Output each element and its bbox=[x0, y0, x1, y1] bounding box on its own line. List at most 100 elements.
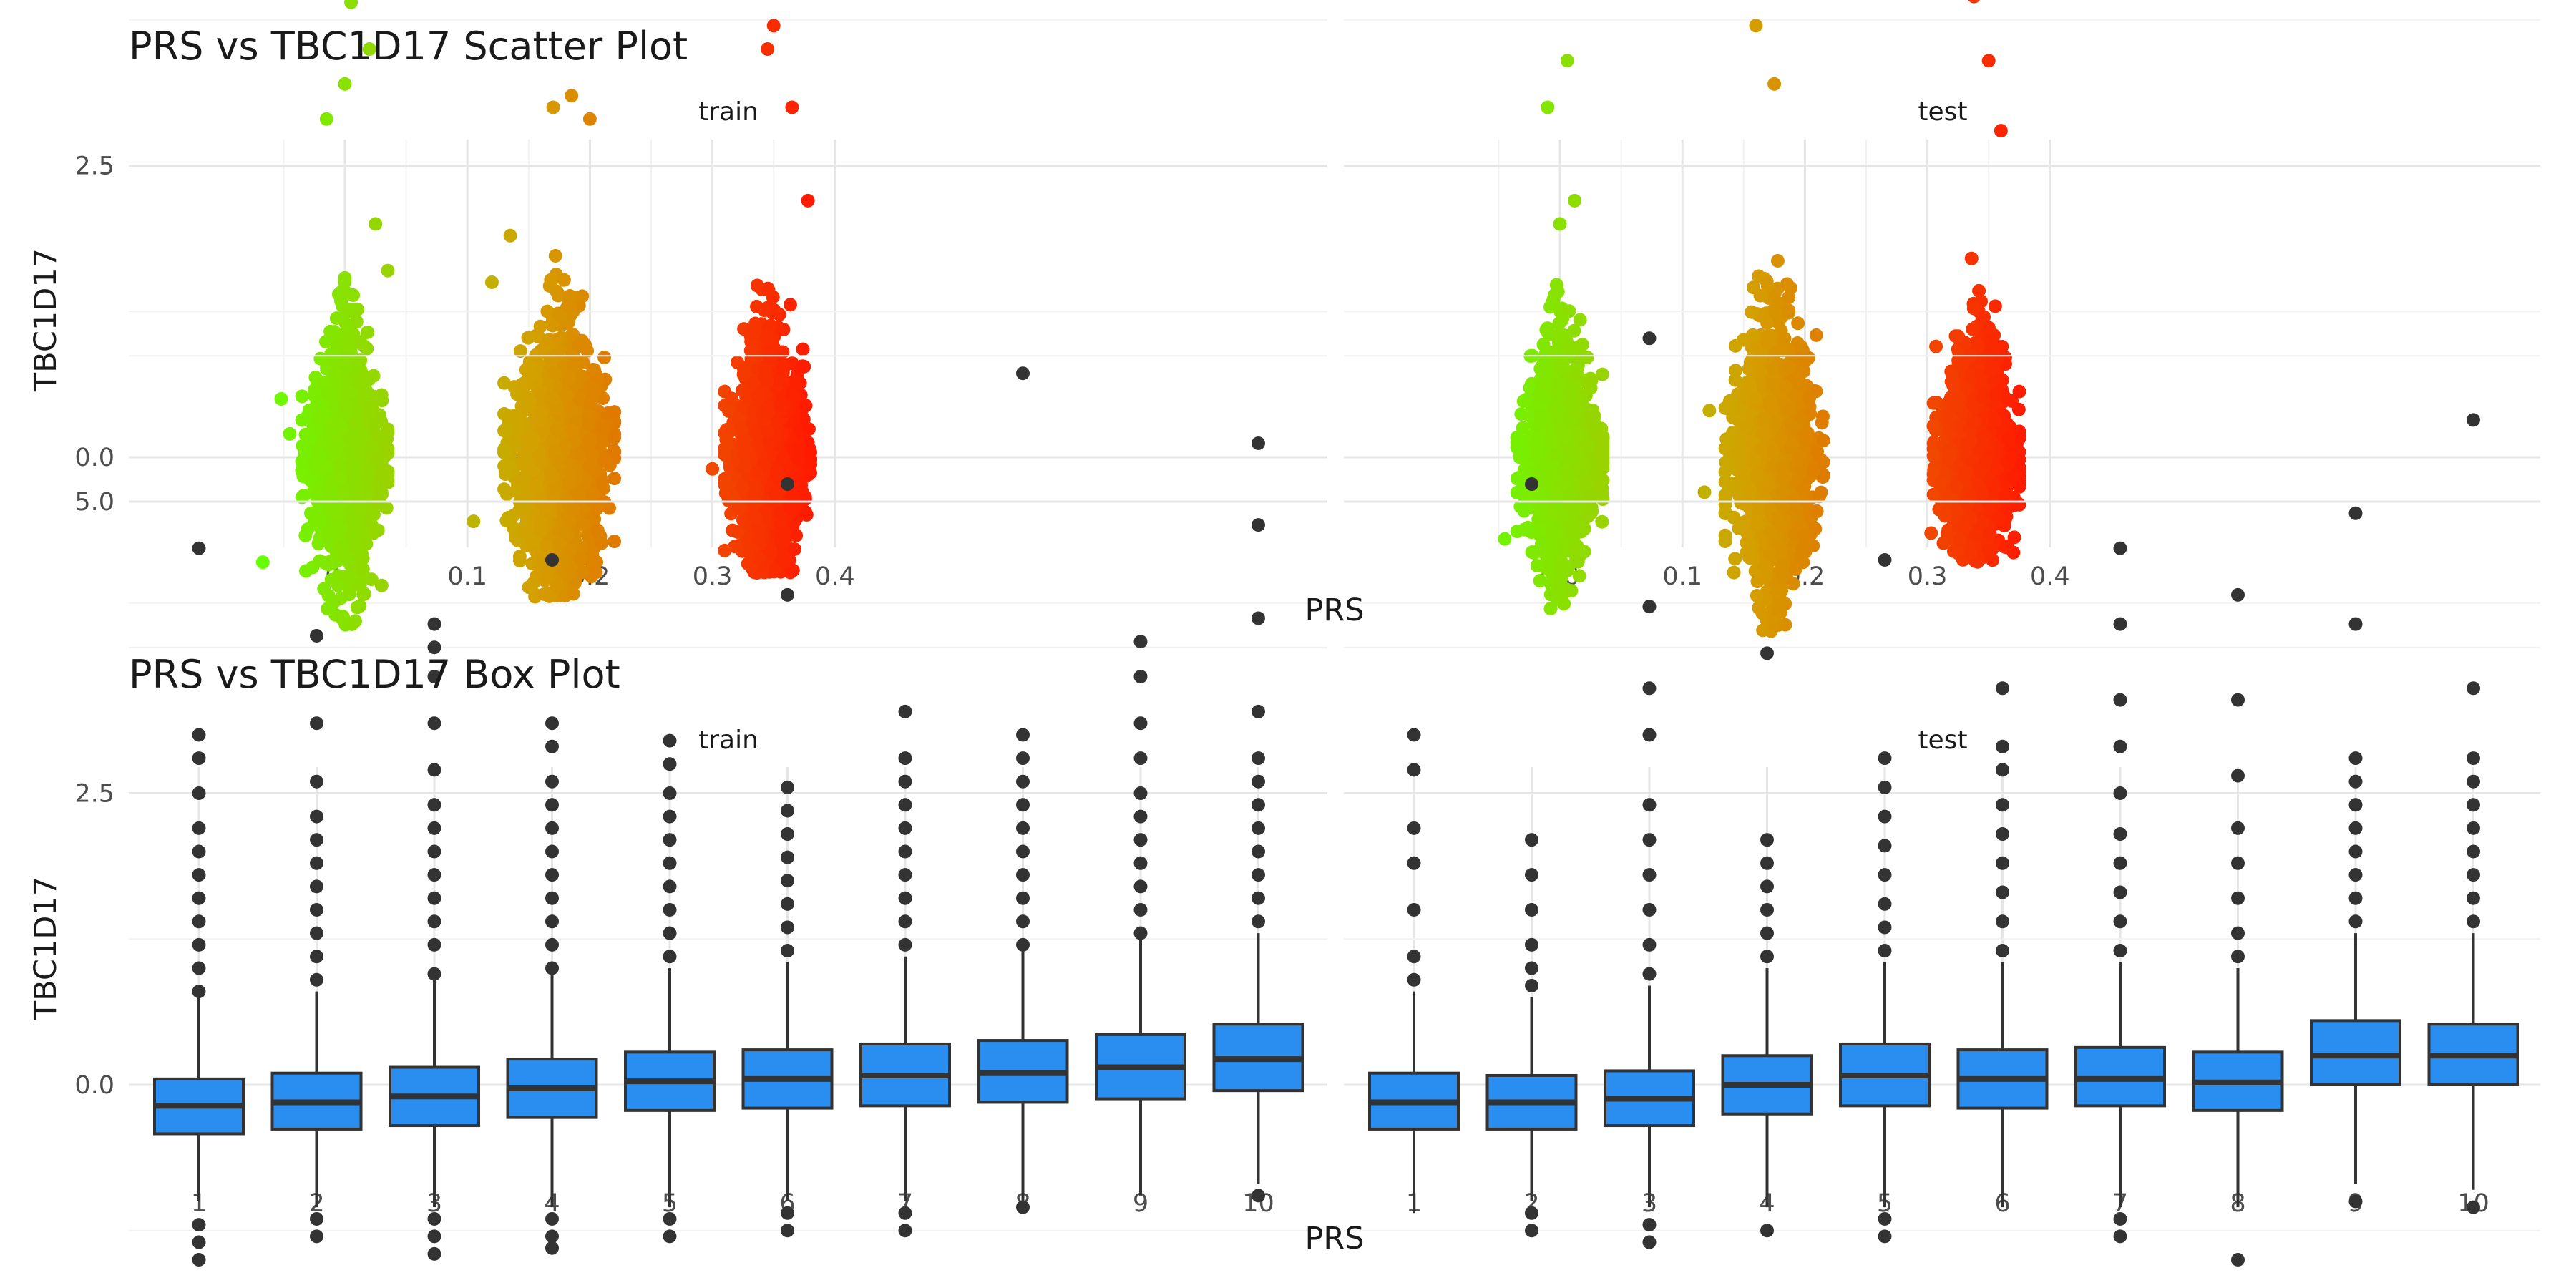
scatter-point bbox=[562, 371, 577, 385]
scatter-point bbox=[761, 400, 775, 414]
scatter-point bbox=[731, 525, 745, 540]
scatter-point bbox=[567, 502, 581, 517]
scatter-point bbox=[562, 543, 577, 557]
scatter-point bbox=[1553, 420, 1568, 434]
scatter-point bbox=[519, 400, 533, 414]
scatter-cluster-train-1 bbox=[467, 89, 622, 604]
scatter-point bbox=[608, 535, 622, 549]
scatter-x-tick-label: 0.1 bbox=[447, 562, 487, 591]
scatter-point bbox=[1584, 371, 1598, 386]
scatter-point bbox=[784, 502, 798, 516]
scatter-point bbox=[1581, 509, 1595, 523]
scatter-point bbox=[326, 522, 340, 537]
scatter-point bbox=[1572, 569, 1586, 583]
scatter-point bbox=[313, 554, 327, 568]
scatter-point bbox=[1538, 547, 1553, 561]
scatter-point bbox=[499, 424, 514, 438]
scatter-point bbox=[338, 270, 352, 285]
scatter-point bbox=[763, 348, 778, 362]
scatter-point bbox=[1533, 574, 1547, 588]
scatter-point bbox=[748, 509, 763, 524]
scatter-point bbox=[1551, 285, 1565, 299]
scatter-point bbox=[338, 396, 352, 410]
scatter-point bbox=[581, 417, 595, 431]
scatter-point bbox=[1546, 468, 1560, 482]
scatter-cluster-train-0 bbox=[255, 0, 395, 632]
scatter-point bbox=[321, 588, 336, 602]
scatter-point bbox=[739, 443, 753, 457]
scatter-point bbox=[497, 376, 512, 390]
scatter-point bbox=[513, 554, 527, 568]
scatter-point bbox=[348, 517, 362, 531]
scatter-point bbox=[548, 248, 562, 263]
scatter-x-tick-label: 0.4 bbox=[815, 562, 855, 591]
scatter-y-tick-label: 2.5 bbox=[74, 152, 114, 181]
scatter-point bbox=[325, 484, 339, 498]
scatter-point bbox=[608, 472, 622, 486]
scatter-point bbox=[575, 565, 590, 580]
scatter-point bbox=[547, 483, 562, 497]
scatter-point bbox=[1563, 442, 1578, 457]
scatter-point bbox=[1551, 377, 1566, 391]
scatter-point bbox=[1563, 397, 1578, 411]
scatter-point bbox=[777, 360, 791, 374]
scatter-point bbox=[718, 543, 732, 557]
scatter-point bbox=[562, 476, 577, 490]
scatter-point bbox=[1580, 350, 1594, 364]
scatter-point bbox=[1728, 552, 1742, 566]
scatter-point bbox=[748, 316, 763, 331]
scatter-point bbox=[578, 338, 592, 352]
scatter-point bbox=[1550, 447, 1564, 461]
scatter-point bbox=[336, 612, 350, 626]
scatter-point bbox=[744, 351, 758, 366]
scatter-point bbox=[788, 542, 802, 556]
scatter-point bbox=[1548, 400, 1563, 414]
scatter-point bbox=[313, 449, 328, 464]
scatter-point bbox=[763, 546, 778, 560]
scatter-point bbox=[524, 369, 538, 384]
scatter-point bbox=[338, 358, 353, 372]
scatter-point bbox=[353, 504, 367, 519]
scatter-point bbox=[346, 470, 360, 484]
scatter-cluster-test-3 bbox=[1498, 54, 1610, 616]
scatter-point bbox=[519, 527, 533, 541]
scatter-point bbox=[336, 540, 350, 554]
scatter-point bbox=[785, 100, 799, 114]
scatter-point bbox=[1513, 470, 1527, 484]
scatter-point bbox=[761, 283, 776, 297]
scatter-point bbox=[348, 614, 363, 628]
scatter-point bbox=[498, 467, 512, 482]
scatter-point bbox=[540, 566, 555, 580]
scatter-point bbox=[1791, 316, 1805, 331]
scatter-point bbox=[350, 600, 364, 615]
scatter-point bbox=[467, 514, 481, 529]
scatter-point bbox=[797, 359, 811, 374]
scatter-point bbox=[718, 474, 732, 488]
scatter-point bbox=[776, 451, 790, 465]
scatter-point bbox=[767, 565, 781, 579]
scatter-point bbox=[750, 389, 764, 403]
scatter-point bbox=[299, 564, 313, 578]
scatter-point bbox=[344, 0, 358, 9]
scatter-point bbox=[333, 459, 348, 473]
scatter-point bbox=[1571, 368, 1585, 382]
scatter-x-tick-label: 0.3 bbox=[1908, 562, 1948, 591]
scatter-point bbox=[374, 578, 389, 592]
scatter-point bbox=[317, 407, 331, 421]
scatter-point bbox=[533, 319, 547, 333]
scatter-point bbox=[369, 217, 383, 231]
scatter-point bbox=[547, 366, 562, 380]
scatter-point bbox=[1596, 473, 1610, 487]
scatter-point bbox=[801, 422, 816, 436]
scatter-point bbox=[331, 510, 346, 525]
scatter-point bbox=[777, 530, 791, 544]
scatter-point bbox=[341, 286, 356, 301]
scatter-point bbox=[374, 497, 388, 512]
scatter-point bbox=[371, 452, 385, 466]
scatter-point bbox=[585, 381, 600, 395]
scatter-point bbox=[1541, 100, 1555, 114]
scatter-point bbox=[761, 424, 775, 439]
scatter-point bbox=[509, 484, 523, 498]
scatter-point bbox=[547, 392, 561, 406]
